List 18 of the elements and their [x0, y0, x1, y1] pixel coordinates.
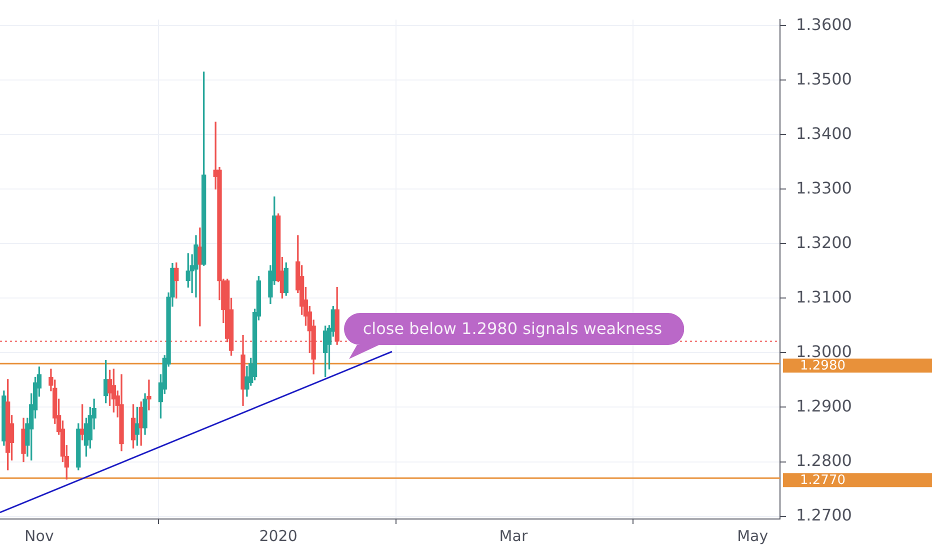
- y-tick-label: 1.3600: [796, 14, 852, 34]
- y-tick-label: 1.3000: [796, 342, 852, 361]
- ref-line-label: 1.2770: [800, 472, 846, 488]
- ref-line-label: 1.2980: [800, 358, 846, 374]
- y-tick-label: 1.3500: [796, 69, 852, 88]
- annotation: close below 1.2980 signals weakness: [362, 319, 662, 338]
- y-tick-label: 1.2900: [796, 396, 852, 416]
- y-tick-label: 1.3100: [796, 287, 852, 306]
- speech-bubble: close below 1.2980 signals weakness: [344, 313, 684, 360]
- y-tick-label: 1.3400: [796, 124, 852, 143]
- x-tick-label: Mar: [499, 526, 528, 545]
- x-tick-label: Nov: [24, 526, 54, 545]
- y-tick-label: 1.2700: [796, 505, 852, 524]
- y-tick-label: 1.3200: [796, 232, 852, 252]
- x-tick-label: 2020: [259, 526, 298, 545]
- y-tick-label: 1.3300: [796, 178, 852, 198]
- y-tick-label: 1.2800: [796, 450, 852, 470]
- x-tick-label: May: [737, 526, 768, 545]
